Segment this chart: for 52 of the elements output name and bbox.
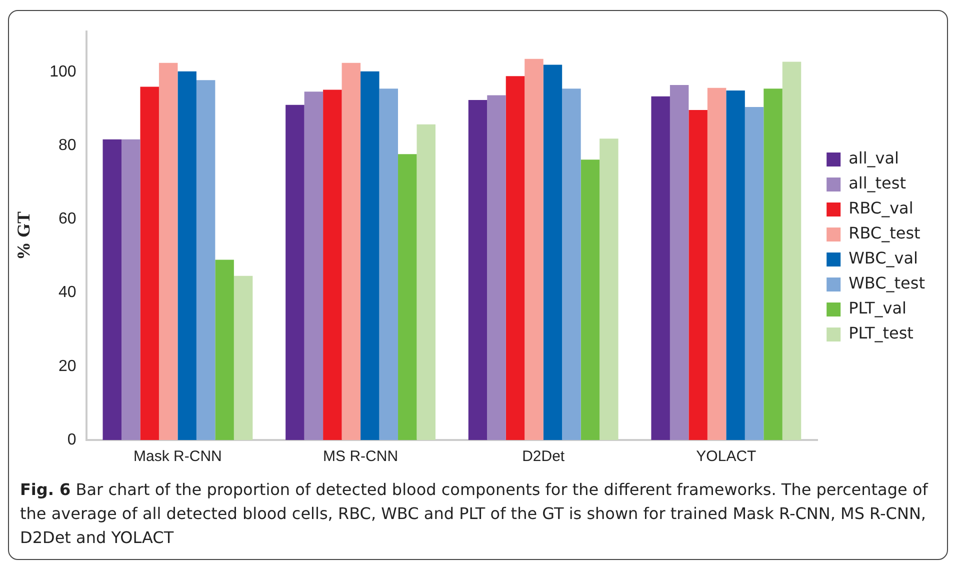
y-tick-label: 60 xyxy=(58,210,76,228)
x-tick-label: Mask R-CNN xyxy=(134,448,222,466)
legend-label: all_test xyxy=(848,174,906,193)
bar xyxy=(215,260,234,440)
bar xyxy=(178,71,196,440)
bar xyxy=(342,62,361,440)
y-axis-title: % GT xyxy=(13,212,34,260)
bar xyxy=(398,154,417,440)
x-tick-label: YOLACT xyxy=(696,448,756,466)
bar xyxy=(304,92,324,440)
legend-label: PLT_val xyxy=(848,298,906,318)
y-tick-label: 80 xyxy=(58,137,76,154)
bar xyxy=(121,139,140,440)
bar xyxy=(543,64,562,440)
bar xyxy=(782,62,802,440)
y-tick-label: 40 xyxy=(58,284,76,302)
caption: Fig. 6 Bar chart of the proportion of detected blood components for the different frameworks. The percentage of the average of all detected blood cells, RBC, WBC and PLT of the GT is shown for trained Mask R-CNN, MS R-CNN, D2Det and YOLACT xyxy=(20,479,930,549)
bar xyxy=(600,138,618,440)
bar xyxy=(323,90,342,440)
bar xyxy=(580,160,600,440)
legend-label: RBC_test xyxy=(848,224,920,243)
bar xyxy=(506,76,525,440)
legend-label: WBC_test xyxy=(848,274,926,293)
y-tick-label: 20 xyxy=(58,358,76,375)
bar xyxy=(651,96,670,440)
bar xyxy=(744,107,764,440)
bar xyxy=(234,276,253,440)
bar xyxy=(562,88,581,440)
legend-label: RBC_val xyxy=(848,198,914,218)
x-tick-label: MS R-CNN xyxy=(323,448,398,466)
bar xyxy=(670,84,689,440)
bar xyxy=(196,80,216,440)
bar xyxy=(487,95,506,440)
bar xyxy=(102,139,122,440)
bar xyxy=(379,88,398,440)
bar xyxy=(286,104,304,440)
y-tick-label: 100 xyxy=(50,63,76,80)
bar xyxy=(726,90,745,440)
bar xyxy=(468,100,488,440)
legend-label: PLT_test xyxy=(848,324,914,343)
bar xyxy=(524,58,544,440)
bar xyxy=(360,71,380,440)
bar xyxy=(158,62,178,440)
legend-label: WBC_val xyxy=(848,248,918,268)
legend-label: all_val xyxy=(848,148,900,168)
bar xyxy=(416,124,436,440)
bar xyxy=(140,86,159,440)
bar xyxy=(707,88,726,440)
bar xyxy=(764,88,782,440)
bar xyxy=(688,110,708,440)
y-tick-label: 0 xyxy=(67,431,76,448)
x-tick-label: D2Det xyxy=(522,448,566,466)
